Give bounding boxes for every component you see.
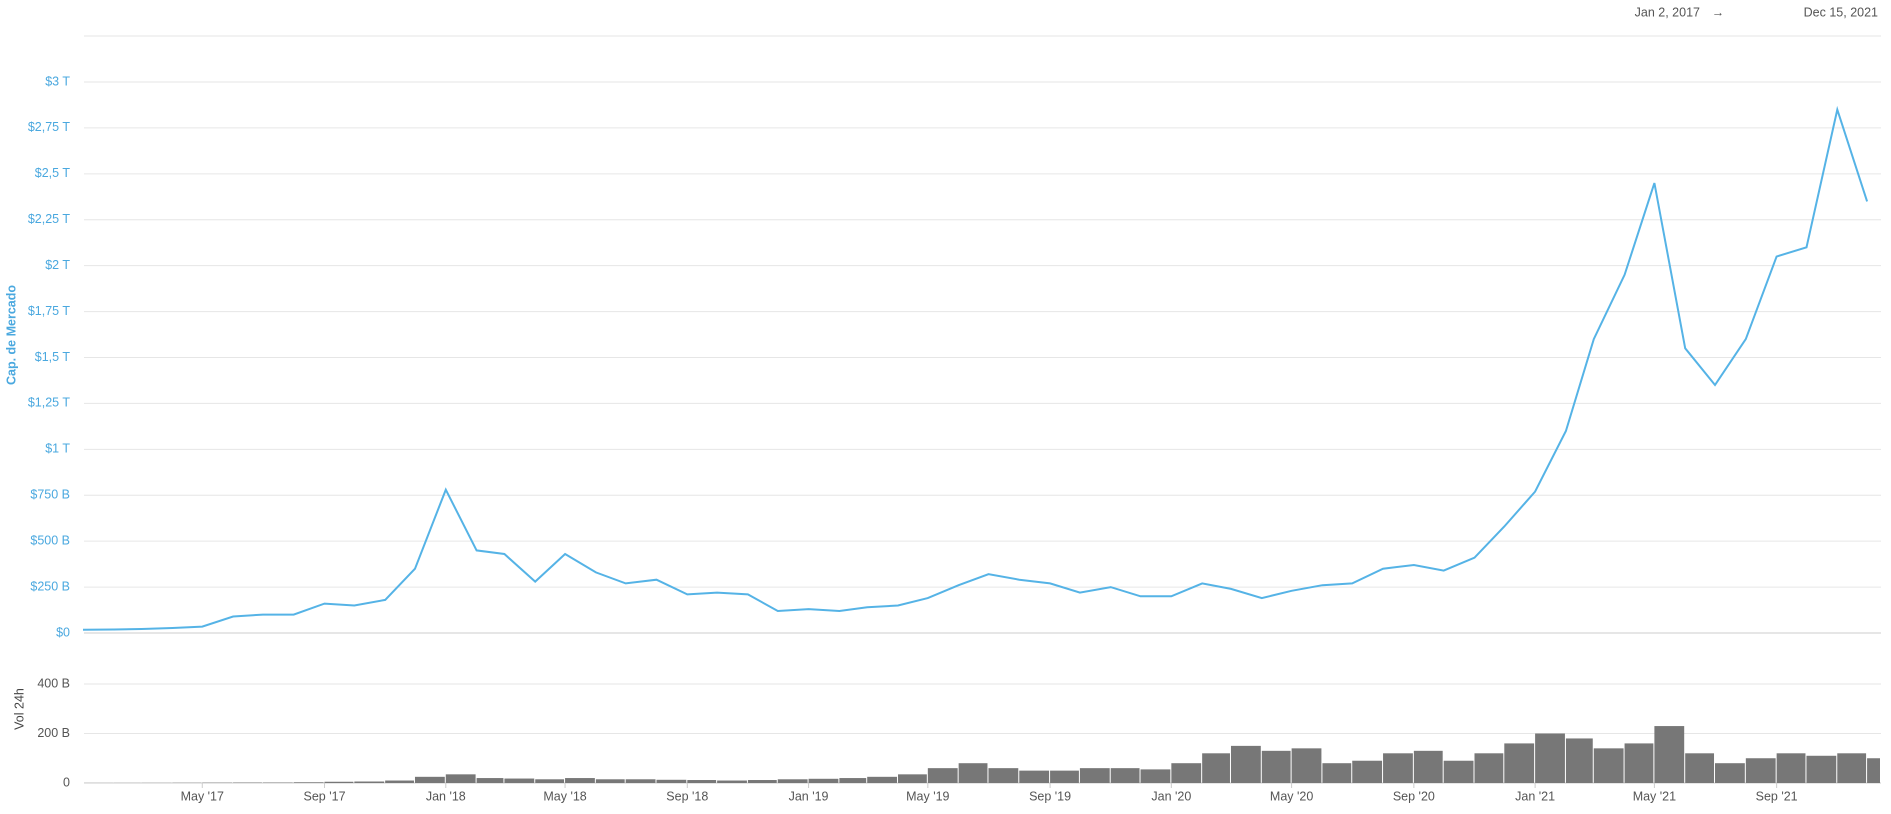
volume-bar xyxy=(927,768,958,783)
x-tick-label: Sep '18 xyxy=(666,789,708,803)
volume-bar xyxy=(867,776,898,783)
market-cap-line xyxy=(82,105,1869,631)
volume-bar xyxy=(1685,753,1715,783)
volume-bar xyxy=(1171,763,1202,783)
y-tick-label: $750 B xyxy=(30,488,70,502)
volume-bar xyxy=(656,779,687,783)
volume-bar xyxy=(898,774,927,783)
volume-bar xyxy=(1715,763,1745,783)
x-tick-label: Sep '21 xyxy=(1756,789,1798,803)
y-axis-title: Cap. de Mercado xyxy=(4,285,18,385)
volume-bar xyxy=(445,774,476,783)
volume-bar xyxy=(1413,750,1443,783)
y-tick-label: $2,75 T xyxy=(28,120,71,134)
y-tick-label: $2,5 T xyxy=(35,166,71,180)
range-end: Dec 15, 2021 xyxy=(1804,5,1878,19)
y-tick-label: $3 T xyxy=(45,74,70,88)
volume-bar xyxy=(1776,753,1806,783)
x-tick-label: Jan '21 xyxy=(1515,789,1555,803)
volume-bar xyxy=(1261,750,1291,783)
range-arrow: → xyxy=(1712,5,1725,19)
volume-bar xyxy=(293,782,324,783)
x-tick-label: Sep '20 xyxy=(1393,789,1435,803)
volume-bar xyxy=(1322,763,1352,783)
volume-bar xyxy=(385,780,414,783)
volume-bar xyxy=(747,780,777,783)
volume-bar xyxy=(625,779,656,783)
volume-bar xyxy=(1383,753,1413,783)
x-tick-label: Sep '17 xyxy=(304,789,346,803)
volume-bar xyxy=(1565,738,1593,783)
volume-bar xyxy=(1474,753,1504,783)
volume-bar xyxy=(1352,760,1383,783)
volume-bar xyxy=(1806,755,1837,783)
volume-bar xyxy=(1593,748,1624,783)
volume-bar xyxy=(1019,770,1050,783)
volume-bar xyxy=(476,778,504,783)
y-tick-label: $1,5 T xyxy=(35,350,71,364)
volume-bar xyxy=(1291,748,1322,783)
x-tick-label: May '19 xyxy=(906,789,949,803)
y-tick-label: $500 B xyxy=(30,533,70,547)
y-tick-label: $1 T xyxy=(45,442,70,456)
volume-bar xyxy=(839,778,867,783)
volume-bar xyxy=(1867,758,1880,783)
volume-bar xyxy=(1202,753,1230,783)
x-tick-label: Jan '18 xyxy=(426,789,466,803)
volume-bar xyxy=(1624,743,1654,783)
volume-bar xyxy=(1443,760,1474,783)
volume-axis-title: Vol 24h xyxy=(12,688,26,730)
y-tick-label: $1,75 T xyxy=(28,304,71,318)
volume-bar xyxy=(1504,743,1535,783)
volume-bar xyxy=(1110,768,1140,783)
volume-bar xyxy=(1654,726,1685,783)
y-tick-label: $2,25 T xyxy=(28,212,71,226)
x-tick-label: Jan '19 xyxy=(789,789,829,803)
volume-bar xyxy=(1140,769,1171,783)
volume-bar xyxy=(777,779,808,783)
x-tick-label: May '17 xyxy=(181,789,224,803)
x-tick-label: May '20 xyxy=(1270,789,1313,803)
range-start: Jan 2, 2017 xyxy=(1635,5,1700,19)
y-tick-label: $250 B xyxy=(30,579,70,593)
volume-bar xyxy=(535,779,565,783)
x-tick-label: May '18 xyxy=(543,789,586,803)
x-tick-label: Jan '20 xyxy=(1151,789,1191,803)
volume-bar xyxy=(414,776,445,783)
volume-bar xyxy=(988,768,1019,783)
volume-bar xyxy=(808,778,839,783)
y-tick-label: 200 B xyxy=(37,726,70,740)
volume-bar xyxy=(324,781,354,783)
volume-bar xyxy=(958,763,988,783)
x-tick-label: Sep '19 xyxy=(1029,789,1071,803)
x-tick-label: May '21 xyxy=(1633,789,1676,803)
volume-bar xyxy=(1079,768,1110,783)
volume-bar xyxy=(717,780,747,783)
volume-bar xyxy=(1535,733,1565,783)
y-tick-label: $2 T xyxy=(45,258,70,272)
volume-bar xyxy=(595,779,625,783)
volume-bar xyxy=(354,781,385,783)
volume-bar xyxy=(687,780,717,783)
volume-bar xyxy=(1837,753,1867,783)
volume-bar xyxy=(565,778,595,783)
y-tick-label: $1,25 T xyxy=(28,396,71,410)
volume-bar xyxy=(504,778,535,783)
y-tick-label: 0 xyxy=(63,775,70,789)
volume-bar xyxy=(1745,758,1776,783)
y-tick-label: 400 B xyxy=(37,676,70,690)
y-tick-label: $0 xyxy=(56,625,70,639)
volume-bar xyxy=(1230,745,1261,783)
volume-bar xyxy=(1050,770,1079,783)
